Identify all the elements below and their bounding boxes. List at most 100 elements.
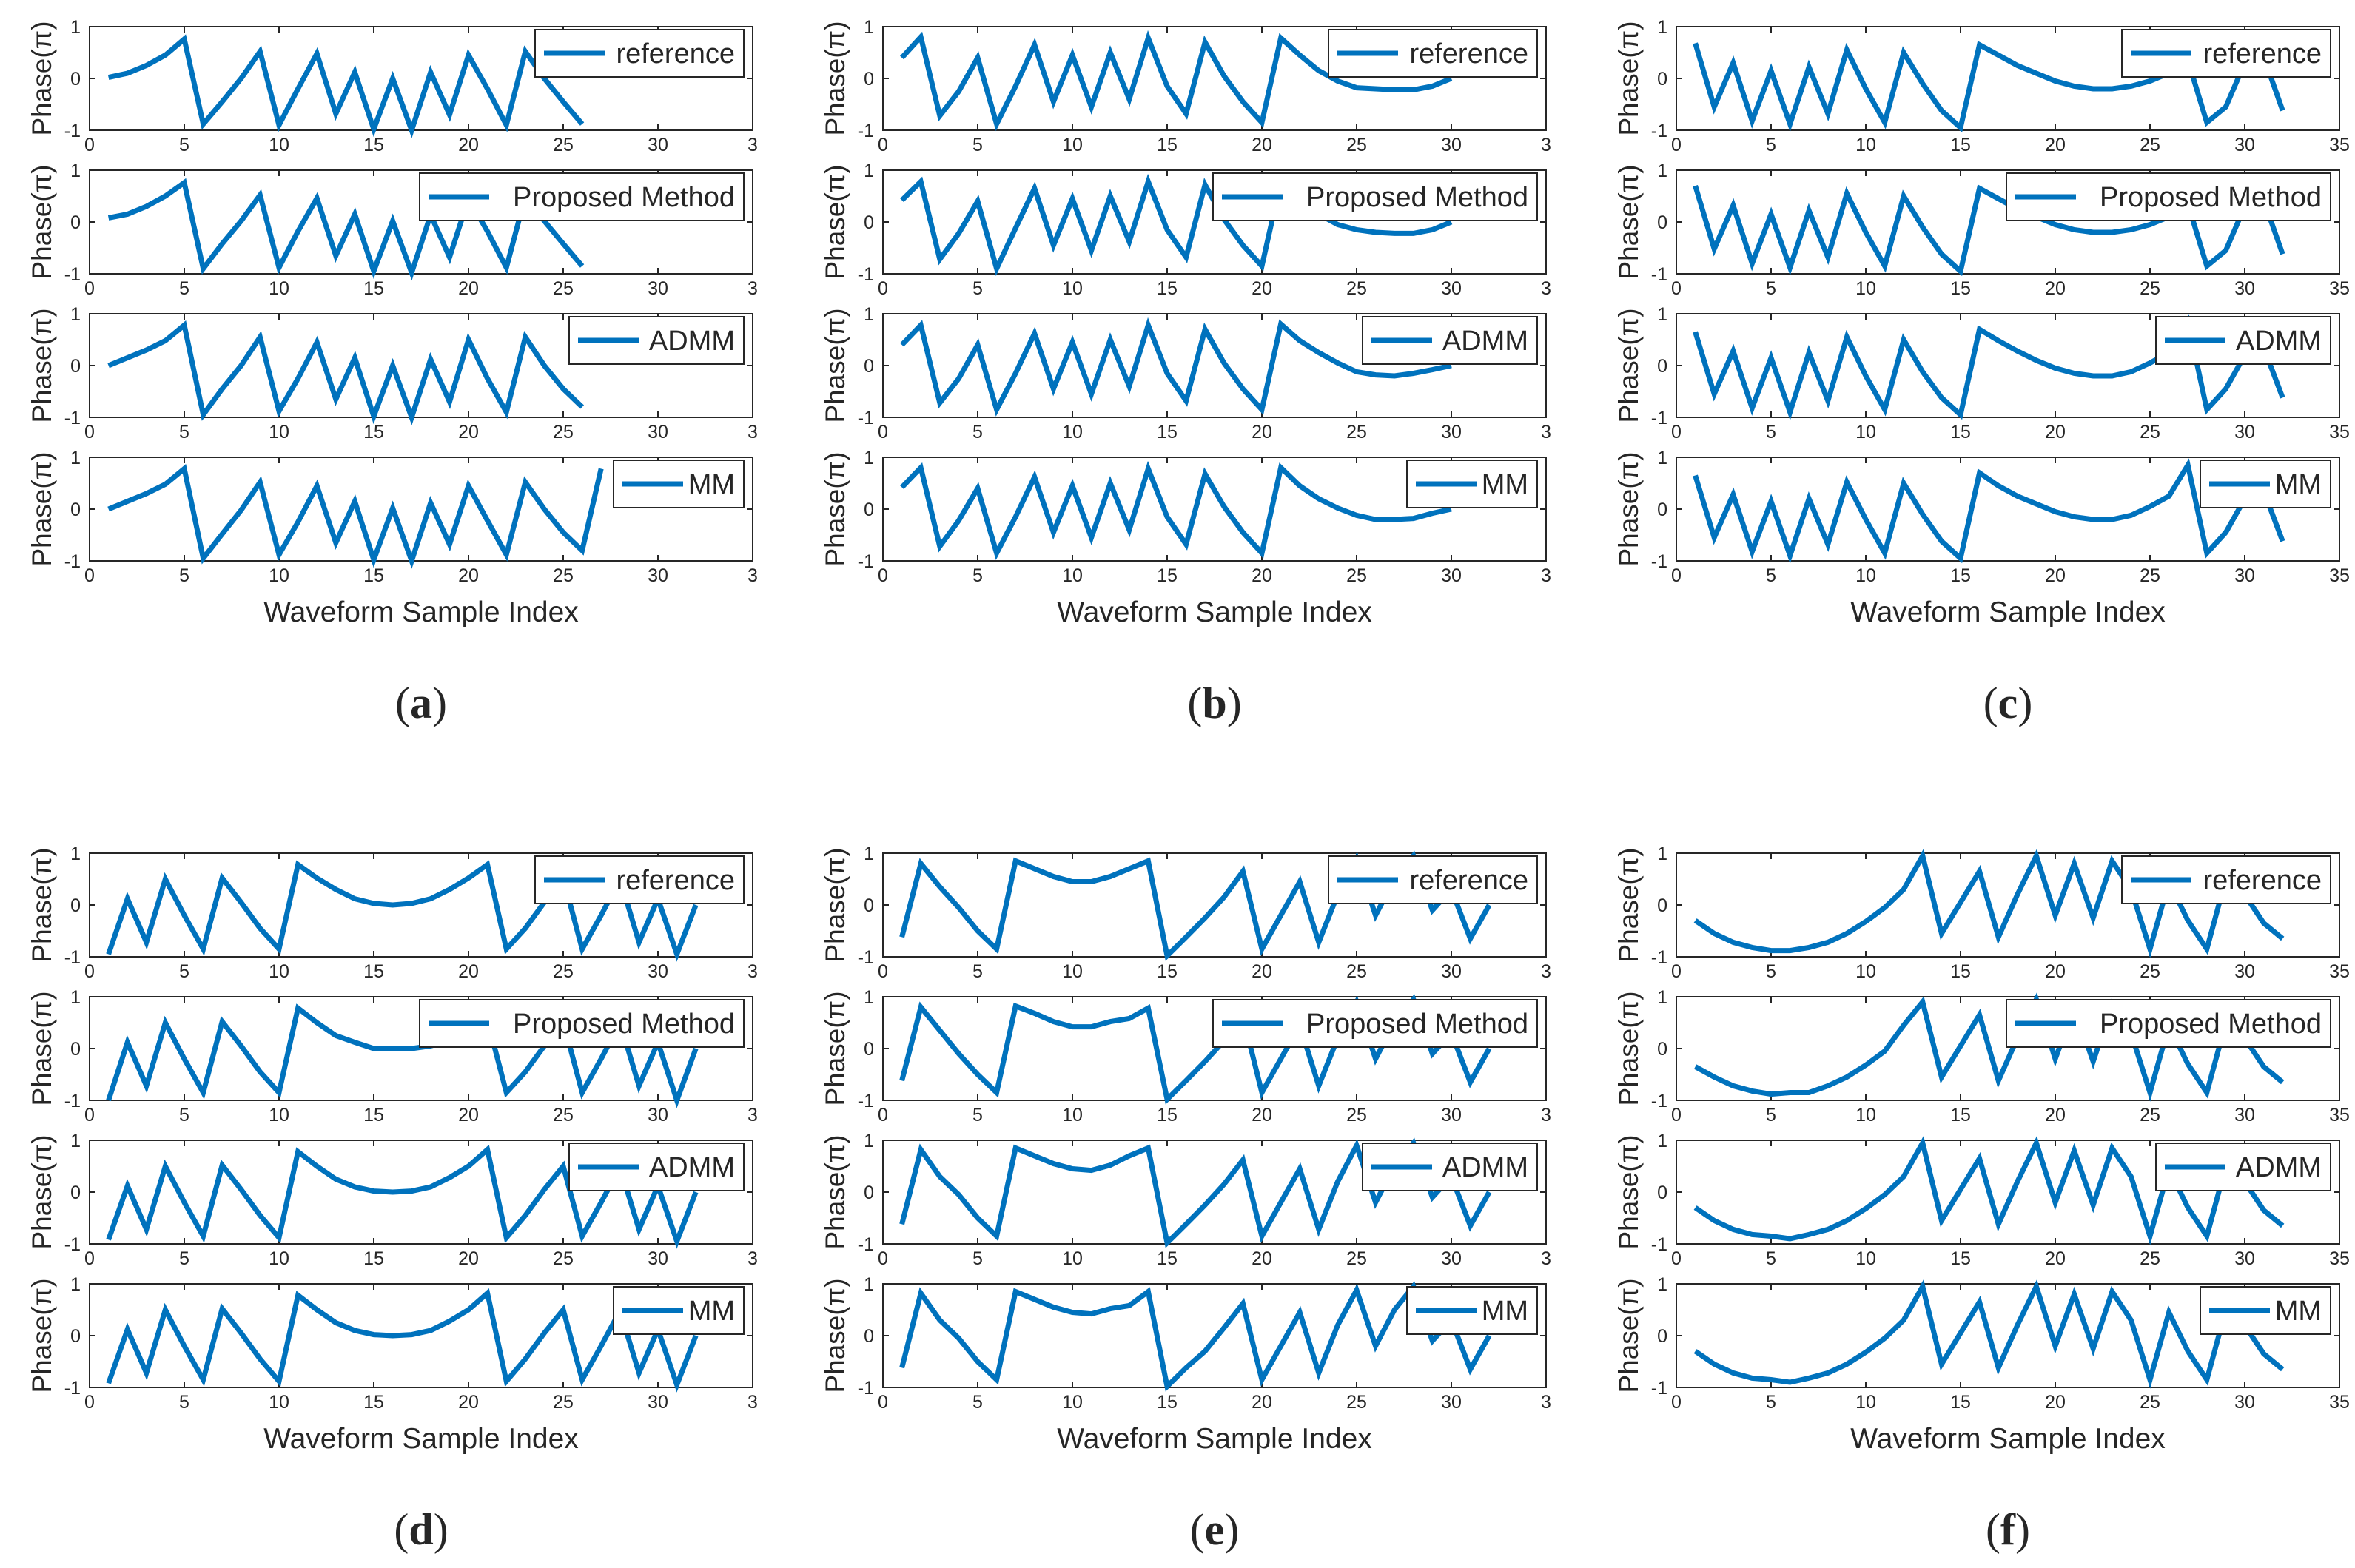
legend: reference: [534, 855, 745, 904]
x-tick-label: 35: [2329, 278, 2350, 299]
x-tick-label: 20: [1252, 422, 1272, 443]
x-tick-label: 5: [972, 1392, 983, 1413]
legend-label: Proposed Method: [1306, 1009, 1528, 1040]
x-tick-label: 20: [2045, 961, 2066, 982]
x-tick-label: 15: [1157, 422, 1178, 443]
x-tick-label: 3: [1541, 135, 1551, 155]
x-tick-label: 15: [1157, 1392, 1178, 1413]
y-tick-label: 0: [70, 69, 81, 90]
y-tick-label: 1: [1657, 304, 1667, 325]
y-tick-label: 0: [70, 1182, 81, 1203]
y-tick-label: -1: [858, 1378, 874, 1399]
series-line-proposed-method: [106, 1003, 699, 1108]
x-tick-label: 15: [363, 1248, 384, 1269]
series-line-admm: [106, 1145, 699, 1249]
panel-label: (f): [1986, 1505, 2030, 1554]
x-tick-label: 5: [1766, 278, 1776, 299]
y-tick-label: 0: [1657, 69, 1667, 90]
legend: ADMM: [2155, 316, 2331, 365]
y-tick-label: 0: [70, 1039, 81, 1060]
x-tick-label: 25: [1346, 135, 1367, 155]
x-tick-label: 10: [1062, 1392, 1083, 1413]
y-tick-label: 1: [864, 304, 874, 325]
y-tick-label: 0: [1657, 895, 1667, 916]
x-tick-label: 3: [748, 278, 758, 299]
x-tick-label: 3: [1541, 1392, 1551, 1413]
x-tick-label: 30: [648, 422, 668, 443]
x-tick-label: 20: [458, 135, 479, 155]
y-tick-label: -1: [1651, 121, 1667, 141]
legend-label: ADMM: [2236, 1152, 2322, 1183]
legend: Proposed Method: [419, 999, 745, 1048]
x-tick-label: 20: [458, 422, 479, 443]
y-tick-label: 0: [70, 212, 81, 233]
legend: ADMM: [568, 1143, 745, 1191]
y-tick-label: 1: [864, 1131, 874, 1151]
y-tick-label: 1: [1657, 161, 1667, 181]
x-tick-label: 25: [553, 961, 574, 982]
y-axis-label: Phase(π): [27, 1278, 57, 1393]
x-tick-label: 15: [363, 1105, 384, 1125]
x-tick-label: 0: [1671, 1248, 1682, 1269]
x-tick-label: 20: [2045, 565, 2066, 586]
x-tick-label: 10: [1062, 135, 1083, 155]
y-axis-label: Phase(π): [1613, 451, 1644, 566]
x-tick-label: 5: [179, 1105, 189, 1125]
legend-label: Proposed Method: [2100, 182, 2322, 213]
x-tick-label: 0: [878, 278, 888, 299]
y-tick-label: 0: [1657, 212, 1667, 233]
x-tick-label: 5: [1766, 135, 1776, 155]
x-tick-label: 5: [972, 1248, 983, 1269]
x-tick-label: 30: [648, 135, 668, 155]
y-tick-label: -1: [858, 947, 874, 968]
x-tick-label: 5: [1766, 565, 1776, 586]
x-tick-label: 30: [2234, 1105, 2255, 1125]
x-tick-label: 30: [648, 565, 668, 586]
x-tick-label: 0: [878, 1248, 888, 1269]
x-tick-label: 5: [179, 961, 189, 982]
x-tick-label: 10: [269, 1105, 289, 1125]
series-line-proposed-method: [1693, 992, 2285, 1102]
x-tick-label: 10: [269, 135, 289, 155]
x-tick-label: 5: [972, 565, 983, 586]
x-tick-label: 25: [2140, 135, 2160, 155]
x-tick-label: 0: [878, 961, 888, 982]
x-axis-label: Waveform Sample Index: [1057, 1423, 1372, 1455]
series-line-admm: [1693, 1136, 2285, 1245]
x-tick-label: 30: [1441, 1248, 1462, 1269]
y-tick-label: -1: [858, 264, 874, 285]
x-tick-label: 30: [2234, 278, 2255, 299]
x-tick-label: 15: [1157, 278, 1178, 299]
x-tick-label: 5: [179, 1248, 189, 1269]
y-axis-label: Phase(π): [1613, 21, 1644, 135]
x-tick-label: 5: [1766, 422, 1776, 443]
x-tick-label: 10: [1855, 1105, 1876, 1125]
x-tick-label: 35: [2329, 422, 2350, 443]
y-tick-label: 1: [70, 844, 81, 864]
y-tick-label: -1: [858, 121, 874, 141]
x-tick-label: 25: [1346, 1392, 1367, 1413]
x-tick-label: 0: [84, 565, 95, 586]
series-line-reference: [1693, 849, 2285, 958]
x-tick-label: 20: [2045, 278, 2066, 299]
y-axis-label: Phase(π): [1613, 308, 1644, 423]
y-tick-label: -1: [64, 121, 81, 141]
panel-label: (a): [395, 679, 447, 727]
x-tick-label: 25: [553, 1248, 574, 1269]
x-tick-label: 30: [2234, 961, 2255, 982]
y-tick-label: 0: [864, 356, 874, 377]
y-tick-label: -1: [858, 1234, 874, 1255]
y-tick-label: 0: [1657, 499, 1667, 520]
y-tick-label: 1: [70, 448, 81, 468]
y-axis-label: Phase(π): [820, 1278, 850, 1393]
y-tick-label: 1: [864, 161, 874, 181]
x-tick-label: 20: [458, 961, 479, 982]
x-tick-label: 35: [2329, 1105, 2350, 1125]
x-tick-label: 25: [2140, 422, 2160, 443]
x-tick-label: 20: [2045, 1248, 2066, 1269]
